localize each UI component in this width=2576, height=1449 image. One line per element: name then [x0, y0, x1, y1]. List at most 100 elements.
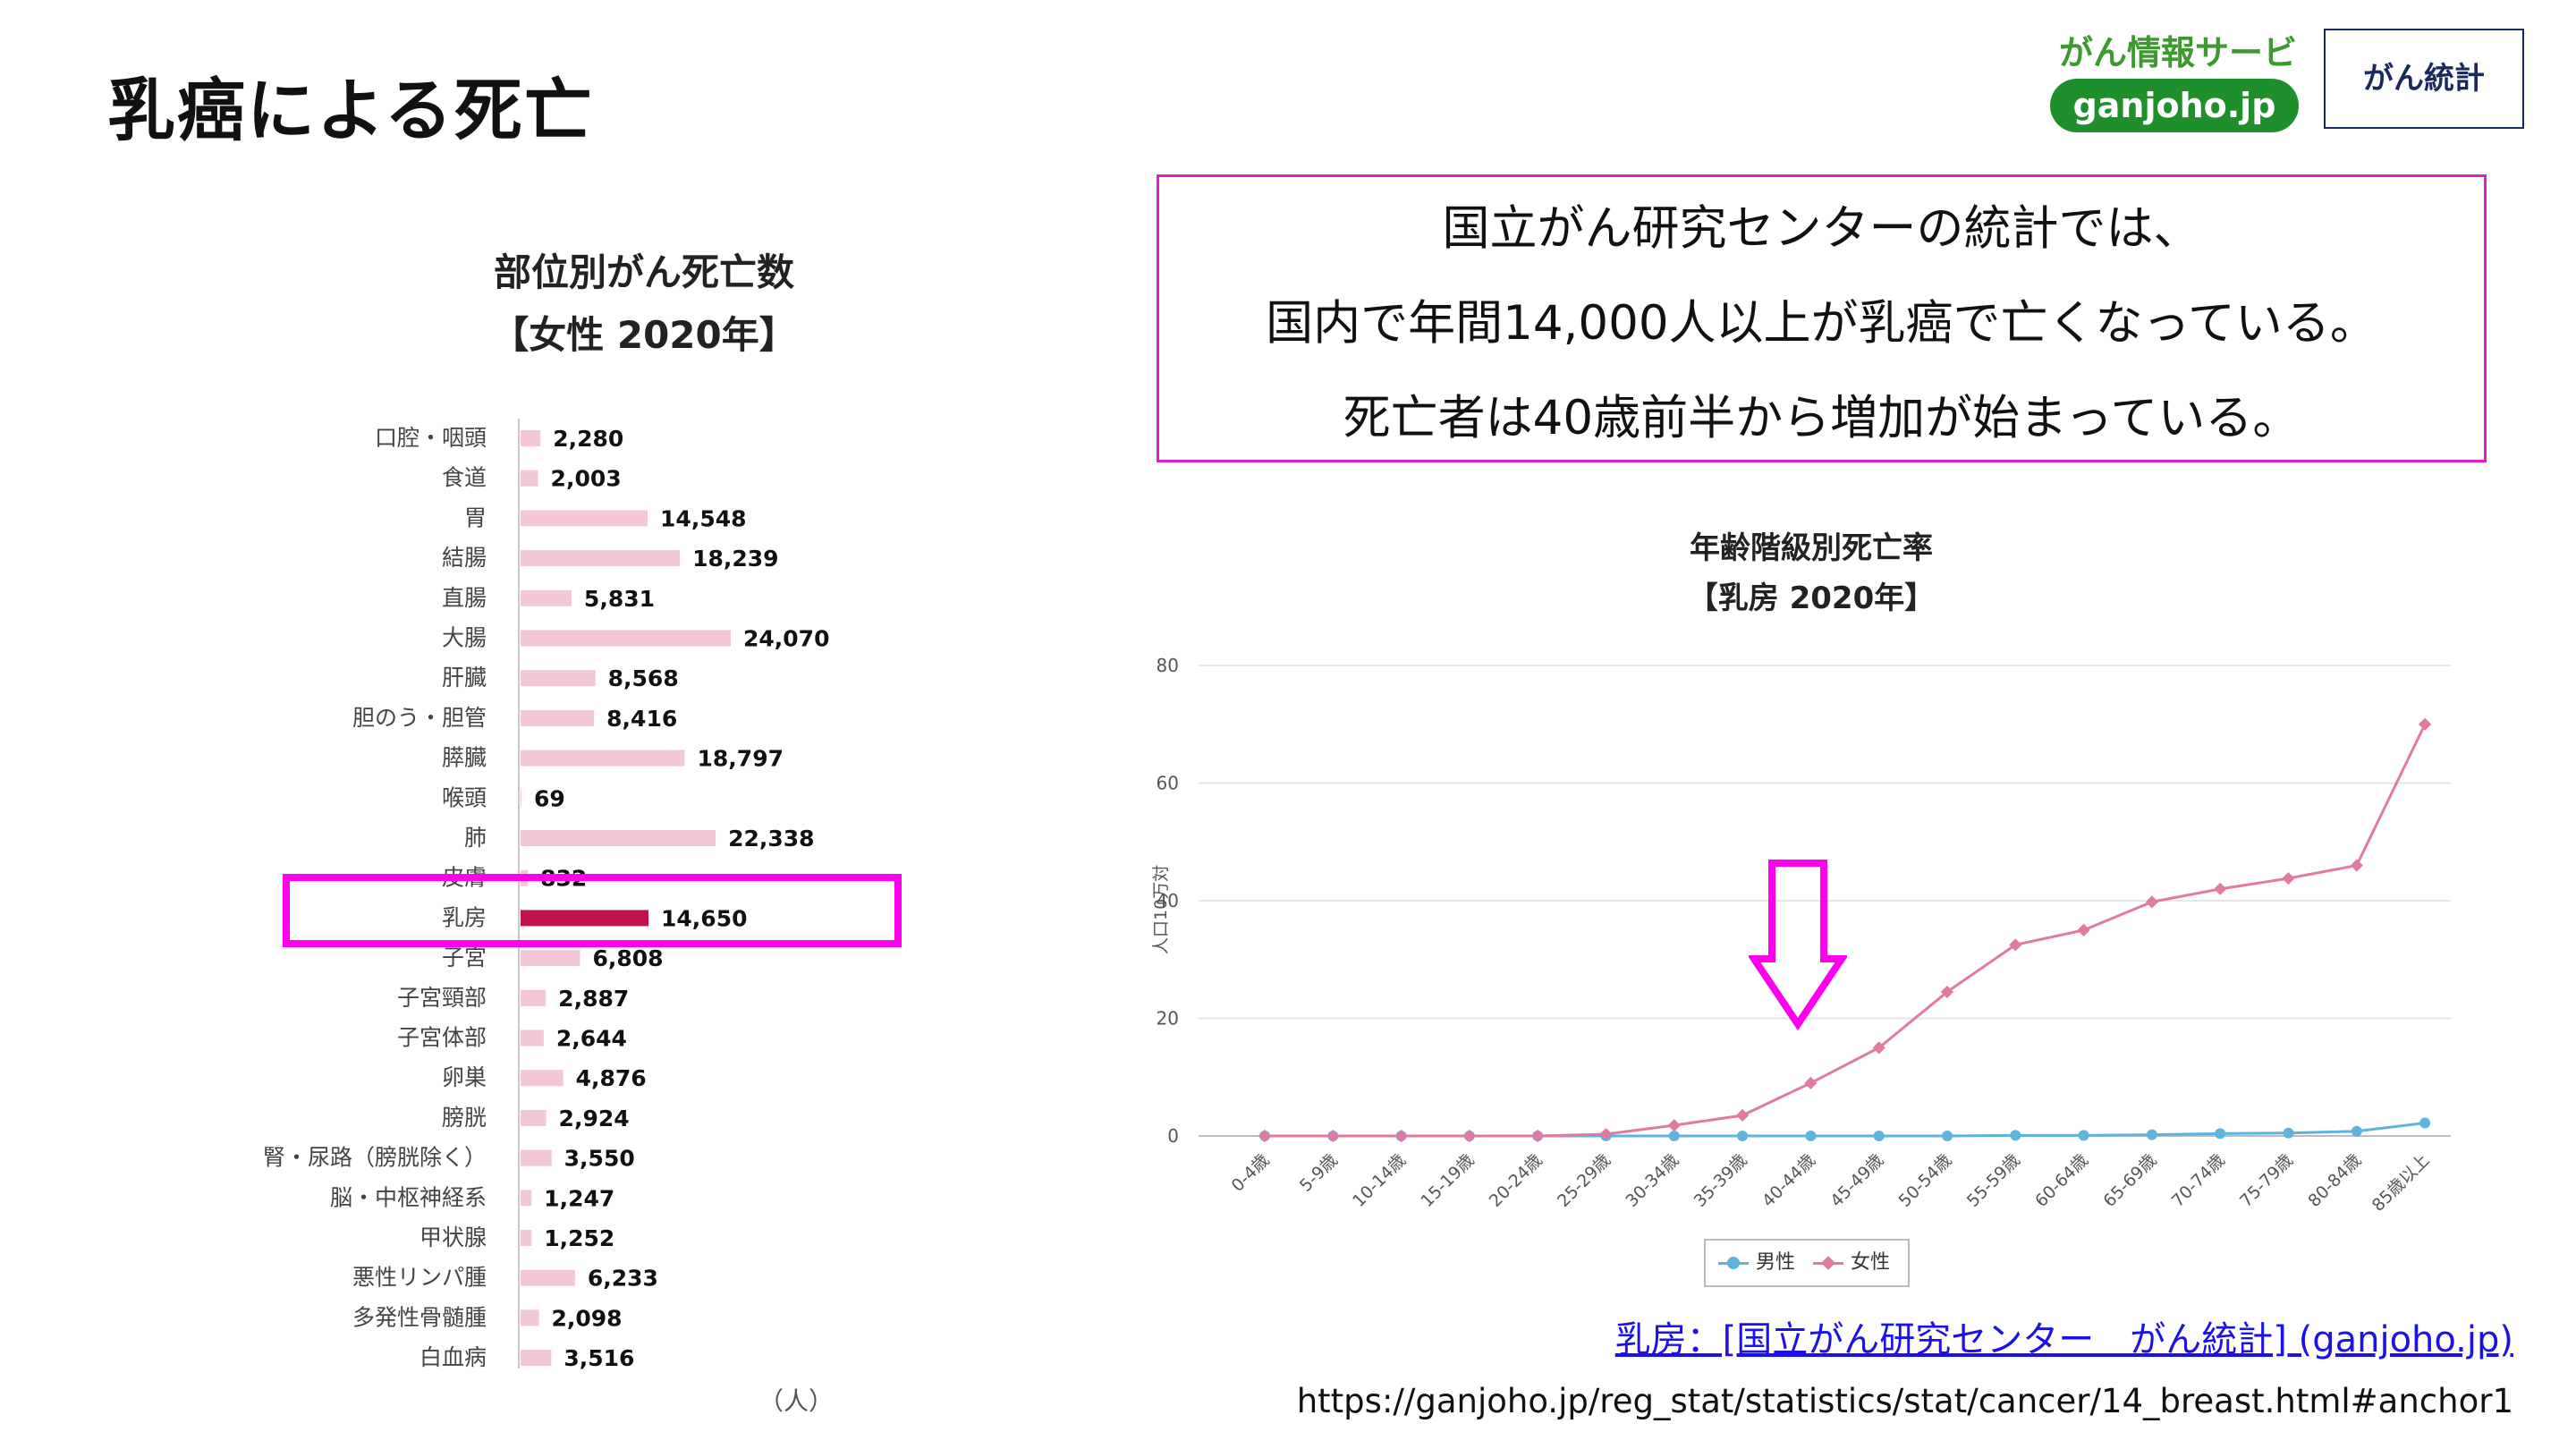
bar-highlighted [521, 910, 649, 927]
bar-chart-unit: （人） [758, 1386, 835, 1416]
bar [521, 670, 596, 687]
legend-item-male[interactable]: 男性 [1718, 1241, 1808, 1285]
bar [521, 1030, 544, 1046]
x-tick-label: 80-84歳 [2304, 1150, 2365, 1211]
legend-female-label: 女性 [1851, 1251, 1891, 1274]
bar-value-label: 1,252 [544, 1225, 614, 1251]
bar [521, 1309, 539, 1326]
bar [521, 830, 716, 846]
bar-chart-title-text: 部位別がん死亡数 [493, 250, 794, 294]
bar-category-label: 子宮 [442, 945, 487, 970]
y-tick-label: 0 [1167, 1125, 1179, 1147]
x-tick-label: 25-29歳 [1554, 1150, 1614, 1211]
bar-category-label: 肺 [464, 825, 487, 851]
ganjoho-logo[interactable]: がん情報サービス ganjoho.jp [2048, 25, 2308, 141]
bar-category-label: 腎・尿路（膀胱除く） [263, 1145, 487, 1171]
bar-chart: 口腔・咽頭 2,280 食道 2,003 胃 14,548 結腸 18,239 直腸 5,831 大… [263, 419, 829, 1371]
bar-value-label: 3,550 [564, 1146, 635, 1172]
summary-line-2: 国内で年間14,000人以上が乳癌で亡くなっている。 [1266, 296, 2377, 351]
bar [521, 950, 580, 967]
bar [521, 589, 572, 606]
bar-value-label: 3,516 [564, 1345, 634, 1371]
series-line-male [1265, 1122, 2426, 1138]
bar-category-label: 膵臓 [442, 745, 487, 771]
x-tick-label: 0-4歳 [1228, 1150, 1274, 1196]
data-point-female [2077, 923, 2090, 936]
data-point-male [2283, 1127, 2294, 1139]
bar [521, 430, 541, 446]
bar-category-label: 喉頭 [442, 784, 487, 810]
bar-category-label: 乳房 [442, 904, 487, 930]
x-tick-label: 40-44歳 [1758, 1150, 1819, 1211]
bar [521, 1269, 575, 1286]
data-point-female [1462, 1129, 1476, 1143]
data-point-female [2214, 882, 2227, 895]
bar-value-label: 2,003 [551, 466, 622, 492]
source-url: https://ganjoho.jp/reg_stat/statistics/s… [1296, 1382, 2513, 1420]
data-point-female [2419, 717, 2432, 731]
bar-value-label: 2,098 [551, 1305, 622, 1331]
bar [521, 1109, 547, 1126]
brand-domain-pill: ganjoho.jp [2050, 79, 2299, 132]
bar [521, 1230, 532, 1246]
bar-category-label: 胆のう・胆管 [352, 705, 487, 731]
bar-category-label: 大腸 [442, 625, 487, 651]
bar-value-label: 8,416 [606, 706, 677, 732]
bar-value-label: 2,280 [553, 426, 623, 452]
cancer-stats-button[interactable]: がん統計 [2324, 29, 2524, 129]
bar [521, 1070, 564, 1087]
x-tick-label: 55-59歳 [1963, 1150, 2024, 1211]
bar-value-label: 22,338 [728, 826, 814, 852]
bar-category-label: 白血病 [419, 1344, 487, 1370]
bar [521, 470, 538, 487]
bar [521, 750, 685, 767]
data-point-male [1873, 1131, 1885, 1141]
source-link[interactable]: 乳房：[国立がん研究センター がん統計] (ganjoho.jp) [1614, 1319, 2513, 1360]
data-point-female [1667, 1119, 1681, 1132]
series-line-female [1265, 724, 2427, 1138]
line-chart-title: 年齢階級別死亡率 【乳房 2020年】 [1521, 523, 2102, 623]
data-point-male [2215, 1128, 2226, 1140]
data-point-female [1531, 1129, 1545, 1143]
x-tick-label: 35-39歳 [1690, 1150, 1751, 1211]
bar-chart-subtitle: 【女性 2020年】 [491, 313, 797, 357]
x-tick-label: 65-69歳 [2099, 1150, 2160, 1211]
y-tick-label: 80 [1157, 655, 1179, 676]
legend-item-female[interactable]: 女性 [1813, 1241, 1902, 1285]
bar [521, 1149, 552, 1166]
bar [521, 510, 648, 527]
x-tick-label: 20-24歳 [1486, 1150, 1546, 1211]
y-tick-label: 40 [1157, 890, 1179, 911]
data-point-male [1737, 1131, 1749, 1141]
bar-category-label: 肝臓 [442, 665, 487, 691]
x-tick-label: 30-34歳 [1622, 1150, 1682, 1211]
bar-value-label: 2,644 [556, 1026, 627, 1052]
data-point-female [1258, 1129, 1272, 1143]
legend-male-label: 男性 [1756, 1251, 1796, 1274]
down-arrow-icon [1749, 860, 1847, 1031]
line-chart-title-text: 年齢階級別死亡率 [1690, 530, 1933, 566]
bar-category-label: 子宮頸部 [397, 985, 487, 1011]
x-tick-label: 75-79歳 [2236, 1150, 2297, 1211]
data-point-male [2078, 1130, 2089, 1141]
summary-line-1: 国立がん研究センターの統計では、 [1442, 201, 2201, 256]
data-point-female [1736, 1108, 1750, 1123]
data-point-female [2282, 871, 2295, 886]
bar-category-label: 食道 [442, 465, 487, 491]
line-chart-subtitle: 【乳房 2020年】 [1687, 580, 1936, 616]
data-point-female [1804, 1076, 1818, 1089]
bar-value-label: 1,247 [544, 1185, 614, 1211]
x-tick-label: 60-64歳 [2031, 1150, 2092, 1211]
bar-value-label: 14,650 [661, 905, 747, 931]
bar-category-label: 結腸 [442, 545, 487, 571]
bar-value-label: 24,070 [743, 626, 829, 652]
x-tick-label: 10-14歳 [1349, 1150, 1410, 1211]
bar [521, 1190, 532, 1207]
data-point-male [2010, 1130, 2021, 1141]
bar-value-label: 5,831 [584, 586, 655, 612]
x-tick-label: 70-74歳 [2168, 1150, 2229, 1211]
bar-value-label: 8,568 [608, 665, 679, 691]
y-tick-label: 20 [1157, 1008, 1179, 1030]
bar-value-label: 6,808 [592, 945, 663, 971]
x-tick-label: 15-19歳 [1417, 1150, 1478, 1211]
